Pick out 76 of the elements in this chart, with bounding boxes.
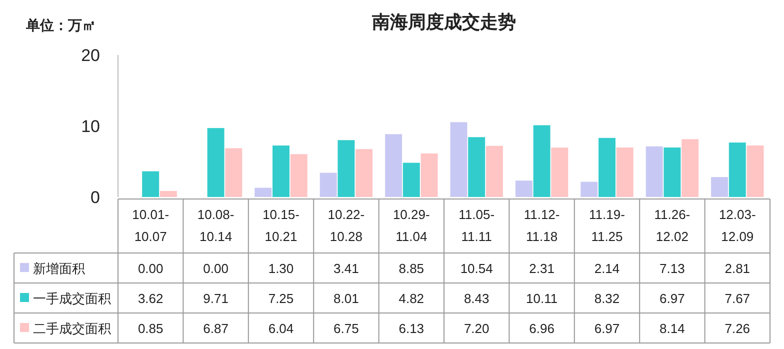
bar <box>338 140 355 197</box>
data-label: 3.41 <box>334 261 359 276</box>
x-tick-label: 10.01-10.07 <box>132 207 170 244</box>
data-label: 8.85 <box>398 261 424 276</box>
bar <box>551 148 568 197</box>
data-label: 6.87 <box>203 321 228 336</box>
bar <box>290 154 308 197</box>
bar <box>385 134 402 197</box>
legend-label: 二手成交面积 <box>33 321 111 336</box>
data-label: 9.71 <box>203 291 228 306</box>
data-label: 4.82 <box>398 291 424 306</box>
data-label: 6.97 <box>594 321 620 336</box>
x-tick-label: 11.05-11.11 <box>458 207 495 244</box>
bar <box>682 139 699 197</box>
bar <box>468 137 486 197</box>
data-label: 7.67 <box>724 291 750 306</box>
data-label: 2.14 <box>594 261 620 276</box>
data-label: 7.25 <box>268 291 294 306</box>
bar <box>515 180 532 197</box>
data-label: 7.20 <box>464 321 490 336</box>
x-tick-label: 11.19-11.25 <box>589 207 625 244</box>
data-label: 8.14 <box>660 321 685 336</box>
data-label: 7.26 <box>724 321 750 336</box>
data-label: 10.11 <box>526 291 558 306</box>
legend-label: 一手成交面积 <box>33 291 111 306</box>
bar <box>225 148 242 197</box>
legend-label: 新增面积 <box>33 261 85 276</box>
data-label: 0.00 <box>138 261 164 276</box>
bar <box>533 125 550 197</box>
y-tick-label: 20 <box>81 46 100 65</box>
data-label: 8.32 <box>594 291 620 306</box>
bar <box>646 146 663 197</box>
bar <box>746 145 764 197</box>
x-tick-label: 11.26-12.02 <box>654 207 690 244</box>
data-label: 8.01 <box>334 291 359 306</box>
bar <box>580 182 598 197</box>
x-tick-label: 10.29-11.04 <box>392 207 430 244</box>
data-label: 8.43 <box>464 291 490 306</box>
chart-title: 南海周度成交走势 <box>371 12 516 32</box>
bar <box>402 162 420 197</box>
data-label: 7.13 <box>660 261 685 276</box>
bar <box>142 171 160 197</box>
bar <box>320 172 337 197</box>
data-label: 6.04 <box>268 321 294 336</box>
bar <box>598 138 616 197</box>
bar <box>420 153 438 197</box>
data-label: 3.62 <box>138 291 164 306</box>
bar <box>711 177 728 197</box>
data-label: 6.96 <box>529 321 554 336</box>
data-label: 2.31 <box>529 261 554 276</box>
bar <box>254 188 272 197</box>
bar <box>272 146 290 197</box>
x-tick-label: 10.08-10.14 <box>197 207 234 244</box>
data-label: 2.81 <box>724 261 750 276</box>
y-tick-label: 0 <box>90 188 100 207</box>
data-label: 1.30 <box>268 261 294 276</box>
bar <box>207 128 224 197</box>
bar <box>664 148 681 197</box>
text: 单位：万㎡ <box>25 17 96 33</box>
data-label: 0.85 <box>138 321 164 336</box>
x-tick-label: 10.15-10.21 <box>262 207 300 244</box>
data-label: 10.54 <box>460 261 493 276</box>
data-label: 6.97 <box>660 291 685 306</box>
bar <box>356 149 373 197</box>
data-label: 0.00 <box>203 261 228 276</box>
y-tick-label: 10 <box>81 117 100 136</box>
bar <box>728 142 746 197</box>
x-tick-label: 12.03-12.09 <box>718 207 756 244</box>
x-tick-label: 10.22-10.28 <box>328 207 365 244</box>
x-tick-label: 11.12-11.18 <box>524 207 560 244</box>
bar <box>160 190 177 197</box>
data-label: 6.13 <box>398 321 424 336</box>
bar <box>486 146 503 197</box>
bar <box>450 122 468 197</box>
data-label: 6.75 <box>334 321 359 336</box>
bar <box>616 148 634 197</box>
